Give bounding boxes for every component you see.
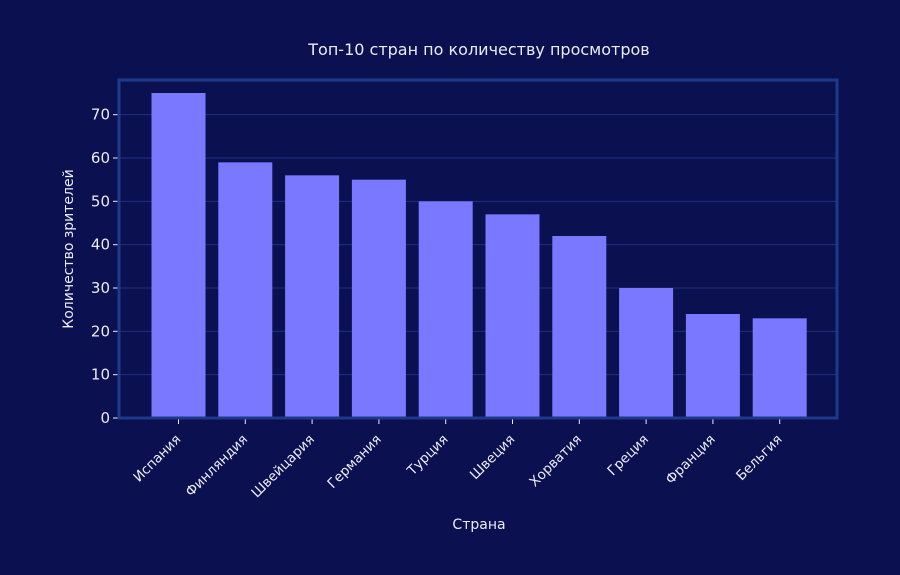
- x-tick-label: Бельгия: [733, 432, 785, 484]
- x-axis-label: Страна: [452, 517, 505, 533]
- bar: [619, 288, 674, 418]
- x-tick-label: Франция: [663, 432, 719, 488]
- y-tick-label: 20: [91, 322, 110, 340]
- bar: [485, 214, 540, 418]
- x-tick-label: Турция: [404, 432, 452, 480]
- y-tick-label: 0: [100, 409, 110, 427]
- bar: [218, 162, 273, 418]
- x-tick-label: Швеция: [467, 432, 518, 483]
- x-tick-label: Испания: [130, 432, 184, 486]
- bar: [285, 175, 340, 418]
- plot-area-frame: [117, 78, 839, 420]
- y-tick-label: 40: [91, 236, 110, 254]
- x-tick-label: Хорватия: [526, 432, 585, 491]
- x-tick-label: Германия: [324, 432, 384, 492]
- y-tick-label: 10: [91, 366, 110, 384]
- bar: [418, 201, 473, 418]
- y-tick-label: 50: [91, 192, 110, 210]
- bar: [552, 236, 607, 418]
- chart-title: Топ-10 стран по количеству просмотров: [307, 40, 649, 59]
- y-tick-label: 60: [91, 149, 110, 167]
- y-tick-label: 30: [91, 279, 110, 297]
- x-tick-label: Финляндия: [183, 432, 252, 501]
- bar: [151, 93, 206, 418]
- x-tick-label: Швейцария: [248, 432, 318, 502]
- bar: [685, 314, 740, 418]
- bar: [351, 179, 406, 418]
- x-tick-label: Греция: [604, 432, 652, 480]
- y-axis-ticks: 0 10 20 30 40 50 60 70: [91, 106, 119, 427]
- bar: [752, 318, 807, 418]
- y-axis-label: Количество зрителей: [61, 169, 77, 328]
- bars: [151, 93, 807, 418]
- y-tick-label: 70: [91, 106, 110, 124]
